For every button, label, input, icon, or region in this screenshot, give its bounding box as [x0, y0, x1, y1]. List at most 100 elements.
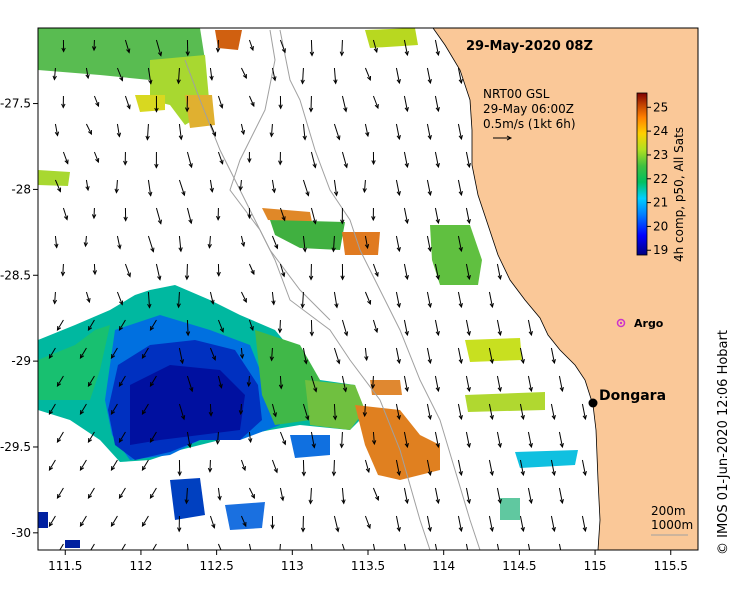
current-arrow-head: [176, 303, 181, 309]
current-arrow-head: [305, 415, 310, 421]
current-arrow: [240, 403, 242, 415]
x-tick-label: 111.5: [48, 559, 82, 573]
current-arrow-head: [340, 275, 345, 281]
current-arrow-head: [551, 471, 556, 477]
current-arrow: [271, 459, 278, 473]
current-arrow-head: [308, 107, 314, 113]
current-arrow-head: [119, 300, 124, 306]
current-arrow-head: [331, 471, 337, 477]
current-arrow-head: [371, 160, 376, 166]
current-arrow-head: [149, 437, 155, 443]
current-arrow: [434, 431, 439, 448]
current-arrow-head: [365, 467, 371, 474]
current-arrow: [457, 403, 462, 420]
current-arrow-head: [119, 549, 120, 550]
current-arrow: [341, 95, 347, 112]
current-arrow-head: [57, 187, 62, 193]
current-arrow: [426, 459, 431, 476]
current-arrow-head: [303, 359, 308, 365]
current-arrow: [141, 515, 149, 527]
current-arrow-head: [559, 499, 564, 505]
current-arrow: [48, 347, 56, 359]
current-arrow: [118, 319, 126, 331]
current-arrow-head: [312, 219, 317, 225]
current-arrow: [56, 319, 64, 331]
current-arrow: [85, 291, 90, 303]
current-arrow: [248, 375, 250, 387]
x-tick-label: 112.5: [199, 559, 233, 573]
current-arrow-head: [110, 465, 116, 471]
current-arrow-head: [302, 135, 307, 141]
current-arrow: [53, 67, 56, 80]
current-arrow-head: [61, 47, 66, 53]
current-arrow: [209, 347, 216, 360]
current-arrow: [48, 459, 56, 471]
current-arrow-head: [582, 415, 587, 421]
current-arrow: [271, 403, 277, 417]
current-arrow: [56, 431, 64, 443]
current-arrow: [550, 403, 555, 420]
current-arrow: [149, 487, 157, 499]
current-arrow: [186, 263, 188, 280]
current-arrow: [310, 39, 313, 56]
current-arrow: [279, 431, 286, 445]
x-tick-label: 114: [432, 559, 455, 573]
current-arrow: [217, 487, 221, 500]
current-arrow: [186, 375, 193, 392]
current-arrow-head: [188, 219, 193, 225]
current-arrow: [124, 39, 130, 53]
current-arrow: [426, 179, 431, 196]
current-arrow: [434, 543, 438, 550]
current-arrow: [217, 95, 223, 108]
current-arrow: [364, 67, 371, 81]
current-arrow: [141, 347, 149, 359]
current-arrow: [178, 403, 185, 420]
current-arrow-head: [466, 443, 471, 449]
current-arrow: [496, 487, 501, 504]
current-arrow-head: [211, 523, 216, 529]
current-arrow: [457, 235, 462, 252]
current-arrow: [558, 543, 562, 550]
current-arrow-head: [371, 216, 376, 222]
x-tick-label: 113.5: [351, 559, 385, 573]
current-arrow: [59, 543, 64, 550]
current-arrow: [240, 291, 247, 303]
current-arrow: [550, 347, 555, 364]
current-arrow-head: [242, 521, 247, 528]
current-arrow: [248, 263, 255, 275]
current-arrow: [527, 319, 532, 336]
current-arrow-head: [85, 186, 90, 192]
current-arrow: [581, 403, 586, 420]
current-vectors: [48, 39, 587, 559]
current-arrow: [395, 347, 400, 364]
current-arrow-head: [126, 48, 131, 54]
current-arrow-head: [219, 103, 224, 109]
current-arrow: [279, 375, 282, 389]
current-arrow-head: [248, 438, 253, 444]
current-arrow: [465, 319, 470, 336]
current-arrow-head: [458, 527, 463, 533]
current-arrow-head: [528, 443, 533, 449]
current-arrow-head: [301, 471, 307, 477]
current-arrow-head: [498, 555, 501, 559]
current-arrow: [141, 459, 149, 471]
current-arrow-head: [88, 549, 89, 550]
current-arrow-head: [365, 131, 370, 138]
current-arrow-head: [374, 271, 379, 278]
current-arrow-head: [336, 359, 341, 365]
current-arrow: [56, 375, 64, 387]
current-arrow: [248, 39, 254, 51]
current-arrow-head: [56, 493, 62, 499]
current-arrow: [395, 67, 400, 84]
current-arrow-head: [208, 411, 214, 417]
credit-text: © IMOS 01-Jun-2020 12:06 Hobart: [716, 330, 731, 555]
current-arrow-head: [177, 471, 182, 477]
current-arrow-head: [427, 303, 432, 309]
current-arrow-head: [110, 353, 116, 359]
current-arrow-head: [212, 131, 217, 137]
current-arrow-head: [123, 160, 128, 166]
current-arrow: [332, 235, 335, 252]
current-arrow: [85, 67, 89, 79]
x-tick-label: 115: [584, 559, 607, 573]
